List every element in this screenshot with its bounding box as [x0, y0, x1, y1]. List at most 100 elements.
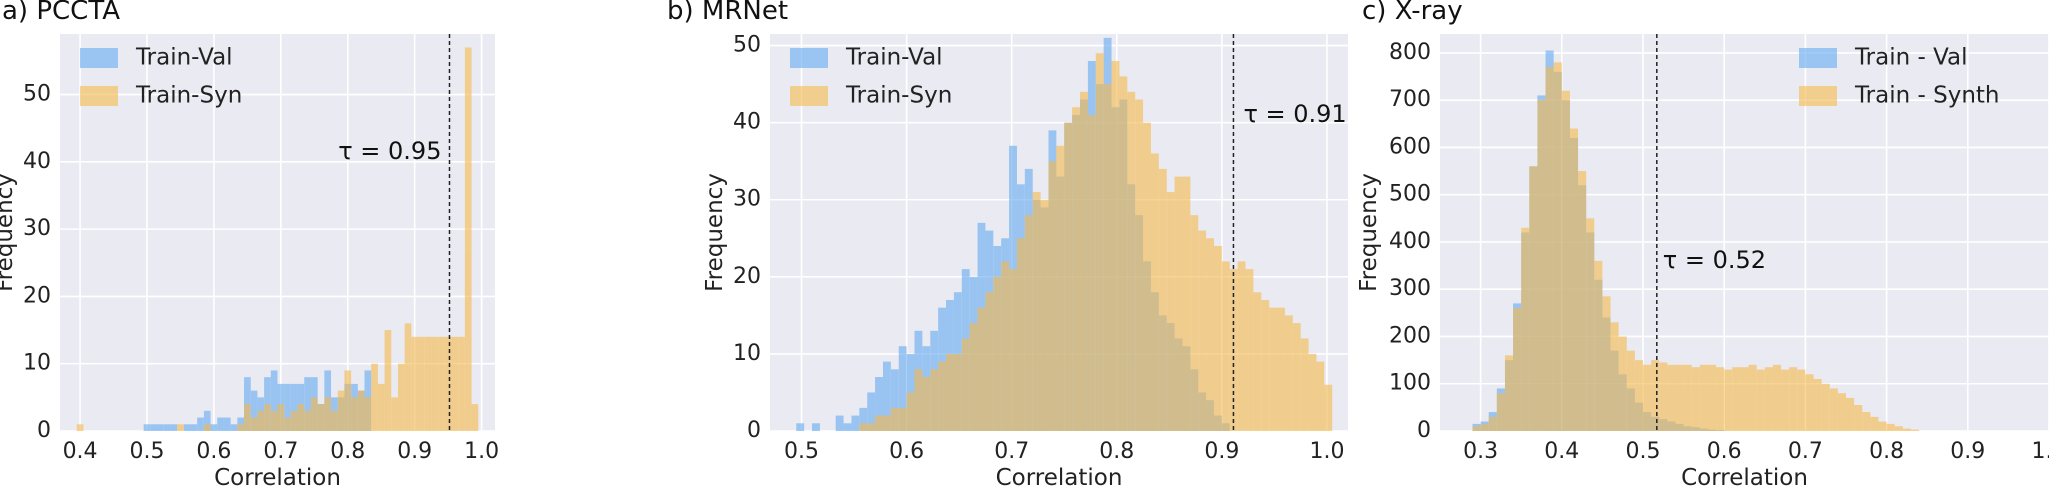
histogram-bar: [1683, 364, 1692, 431]
histogram-bar: [859, 407, 868, 431]
histogram-bar: [1805, 374, 1814, 431]
mrnet-histogram: τ = 0.91 0.5 0.6 0.7 0.8 0.9 1.0 0 10 20 30 40 50 Cor…: [702, 33, 1348, 491]
y-tick-label: 0: [747, 418, 761, 443]
histogram-bar: [1902, 428, 1911, 431]
y-tick-label: 10: [733, 341, 761, 366]
histogram-bar: [1111, 60, 1120, 431]
x-tick-label: 1.0: [1309, 439, 1344, 464]
histogram-bar: [993, 276, 1002, 431]
x-tick-label: 0.9: [1950, 439, 1985, 464]
x-tick-label: 0.4: [63, 439, 98, 464]
x-tick-label: 1.0: [464, 439, 499, 464]
y-tick-label: 400: [1389, 229, 1431, 254]
y-axis-label: Frequency: [0, 173, 18, 292]
legend-swatch: [790, 86, 828, 106]
histogram-bar: [210, 424, 218, 431]
histogram-bar: [890, 407, 899, 431]
histogram-bar: [1016, 238, 1025, 431]
histogram-bar: [304, 410, 311, 431]
x-tick-label: 0.8: [1099, 439, 1134, 464]
histogram-bar: [344, 370, 352, 431]
histogram-bar: [391, 397, 398, 431]
histogram-bar: [1300, 338, 1309, 431]
histogram-bar: [1789, 367, 1798, 431]
legend-swatch: [80, 86, 118, 106]
y-tick-label: 800: [1389, 40, 1431, 65]
histogram-bar: [177, 424, 184, 431]
pccta-histogram: τ = 0.95 0.4 0.5 0.6 0.7 0.8 0.9 1.0 0 10 20 30 40 50…: [0, 34, 499, 491]
histogram-bar: [1772, 364, 1782, 431]
histogram-bar: [1206, 238, 1215, 431]
histogram-bar: [843, 423, 852, 431]
histogram-bar: [143, 424, 151, 431]
histogram-bar: [1781, 369, 1790, 431]
histogram-bar: [1513, 308, 1522, 431]
histogram-bar: [1143, 122, 1151, 431]
histogram-bar: [1214, 245, 1222, 431]
histogram-bar: [1537, 100, 1546, 432]
histogram-bar: [851, 415, 860, 431]
histogram-bar: [1586, 218, 1595, 431]
histogram-bar: [1056, 145, 1065, 431]
histogram-bar: [859, 423, 868, 431]
y-tick-label: 30: [23, 216, 51, 241]
x-tick-label: 0.7: [994, 439, 1029, 464]
histogram-bar: [1699, 364, 1708, 431]
y-tick-label: 50: [733, 33, 761, 58]
histogram-bar: [1594, 260, 1603, 431]
histogram-bar: [1862, 412, 1871, 431]
histogram-bar: [1878, 421, 1887, 431]
histogram-bar: [317, 404, 325, 431]
histogram-bar: [1072, 107, 1081, 432]
histogram-bar: [985, 292, 994, 431]
histogram-bar: [1087, 114, 1096, 432]
y-tick-label: 200: [1389, 323, 1431, 348]
histogram-bar: [796, 423, 805, 431]
histogram-bar: [270, 370, 278, 431]
y-tick-label: 0: [1417, 418, 1431, 443]
histogram-bar: [1496, 393, 1505, 431]
histogram-bar: [324, 397, 332, 431]
histogram-bar: [914, 369, 923, 431]
x-tick-label: 0.6: [1707, 439, 1742, 464]
histogram-bar: [1308, 353, 1317, 431]
histogram-bar: [1253, 292, 1262, 431]
x-axis-label: Correlation: [214, 465, 341, 491]
histogram-bar: [1691, 367, 1700, 431]
histogram-bar: [1504, 355, 1514, 431]
histogram-bar: [1634, 360, 1643, 431]
histogram-bar: [197, 417, 204, 431]
histogram-bar: [906, 392, 915, 431]
y-tick-label: 40: [23, 149, 51, 174]
histogram-bar: [1553, 62, 1562, 431]
histogram-bar: [284, 383, 291, 431]
xray-histogram: τ = 0.52 0.3 0.4 0.5 0.6 0.7 0.8 0.9 1.0 0 100 200 3…: [1356, 34, 2049, 491]
histogram-bar: [1870, 416, 1879, 431]
histogram-bar: [471, 404, 479, 431]
histogram-bar: [157, 424, 164, 431]
histogram-bar: [257, 410, 265, 431]
y-axis-label: Frequency: [1356, 173, 1382, 292]
panel-title: c) X-ray: [1362, 0, 1463, 26]
y-axis-label: Frequency: [702, 173, 728, 292]
panel-pccta: a) PCCTA τ = 0.95 0.4 0.5 0.6 0.7 0.8 0.9 1.0 0 1…: [0, 0, 683, 501]
histogram-bar: [190, 424, 198, 431]
x-tick-label: 0.3: [1463, 439, 1498, 464]
histogram-bar: [882, 415, 891, 431]
histogram-bar: [431, 336, 439, 431]
histogram-bar: [1545, 67, 1554, 431]
histogram-bar: [1724, 369, 1733, 431]
histogram-bar: [150, 424, 158, 431]
histogram-bar: [1578, 171, 1587, 432]
histogram-bar: [1103, 84, 1112, 431]
histogram-bar: [438, 336, 445, 431]
histogram-bar: [1064, 122, 1073, 431]
y-tick-label: 10: [23, 351, 51, 376]
histogram-bar: [875, 415, 883, 431]
histogram-bar: [310, 397, 318, 431]
histogram-bar: [882, 361, 891, 431]
legend-label: Train - Synth: [1854, 83, 2000, 109]
x-tick-label: 0.7: [263, 439, 298, 464]
histogram-bar: [1182, 176, 1191, 431]
histogram-bar: [1707, 364, 1717, 431]
